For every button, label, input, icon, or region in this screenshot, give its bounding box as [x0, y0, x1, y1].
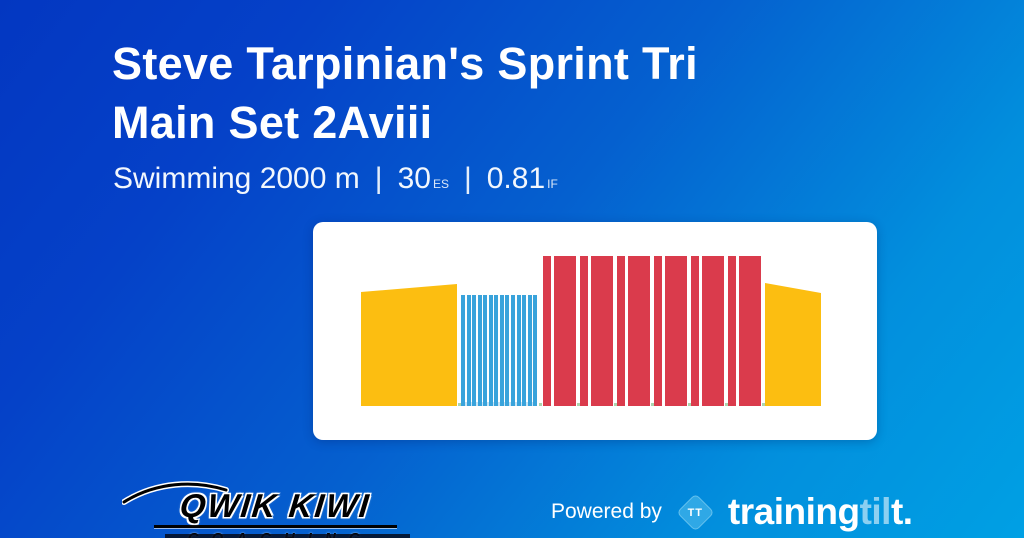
- workout-profile-card: [313, 222, 877, 440]
- profile-bar-drill: [533, 295, 538, 406]
- page-title: Steve Tarpinian's Sprint Tri Main Set 2A…: [112, 34, 698, 152]
- if-unit: IF: [547, 177, 558, 191]
- profile-bar-drill: [477, 295, 482, 406]
- profile-bar-drill: [461, 295, 465, 406]
- profile-bar-rest: [761, 403, 765, 406]
- profile-bar-drill: [516, 295, 521, 406]
- brand-training: training: [727, 491, 860, 532]
- profile-bar-drill: [488, 295, 493, 406]
- profile-bar-drill: [522, 295, 526, 406]
- brand-t-dot: t.: [890, 491, 913, 532]
- profile-bar-drill: [466, 295, 471, 406]
- profile-bar-warmup: [361, 284, 457, 406]
- profile-bar-rest: [538, 403, 542, 406]
- profile-bar-cooldown: [765, 283, 821, 406]
- profile-bar-main-short: [543, 256, 551, 406]
- profile-bar-main-long: [554, 256, 576, 406]
- profile-bar-drill: [510, 295, 515, 406]
- profile-bar-rest: [457, 403, 461, 406]
- profile-bar-main-short: [728, 256, 736, 406]
- profile-bar-drill: [505, 295, 510, 406]
- profile-bar-drill: [472, 295, 477, 406]
- powered-by-block: Powered by TT trainingtilt.: [551, 491, 913, 533]
- profile-bar-drill: [499, 295, 504, 406]
- separator: |: [374, 162, 383, 195]
- es-unit: ES: [432, 177, 449, 191]
- profile-bar-main-short: [691, 256, 699, 406]
- profile-bar-main-long: [591, 256, 613, 406]
- profile-bar-main-long: [665, 256, 687, 406]
- kiwi-logo-rule: [154, 525, 397, 528]
- profile-bar-rest: [576, 403, 580, 406]
- profile-bar-drill: [494, 295, 499, 406]
- profile-bar-main-long: [739, 256, 761, 406]
- profile-bar-main-long: [702, 256, 724, 406]
- profile-bar-main-short: [580, 256, 588, 406]
- profile-bar-rest: [687, 403, 691, 406]
- if-value: 0.81: [486, 162, 546, 195]
- profile-bar-rest: [650, 403, 654, 406]
- title-line-1: Steve Tarpinian's Sprint Tri: [112, 38, 698, 89]
- workout-summary: Swimming 2000 m | 30 ES | 0.81 IF: [113, 162, 558, 196]
- qwik-kiwi-logo: QWIK KIWI COACHING: [122, 481, 403, 538]
- title-line-2: Main Set 2Aviii: [112, 97, 433, 148]
- profile-bar-main-short: [654, 256, 662, 406]
- es-value: 30: [397, 162, 431, 195]
- profile-bar-drill-base: [461, 402, 537, 406]
- trainingtilt-diamond-icon: TT: [676, 492, 715, 532]
- kiwi-logo-name: QWIK KIWI: [178, 487, 373, 524]
- profile-bar-rest: [724, 403, 728, 406]
- workout-profile-chart: [313, 222, 877, 406]
- kiwi-beak-icon: [122, 481, 229, 505]
- separator: |: [463, 162, 472, 195]
- kiwi-logo-ribbon: [165, 534, 410, 538]
- powered-by-label: Powered by: [551, 500, 662, 523]
- profile-bar-rest: [613, 403, 617, 406]
- kiwi-logo-coaching: COACHING: [158, 530, 403, 538]
- brand-til: til: [859, 491, 892, 532]
- trainingtilt-wordmark: trainingtilt.: [728, 491, 913, 533]
- sport-distance: Swimming 2000 m: [113, 162, 360, 195]
- profile-bar-drill: [527, 295, 532, 406]
- profile-bar-drill: [483, 295, 488, 406]
- profile-bar-main-short: [617, 256, 625, 406]
- tt-monogram: TT: [687, 505, 704, 518]
- profile-bar-main-long: [628, 256, 650, 406]
